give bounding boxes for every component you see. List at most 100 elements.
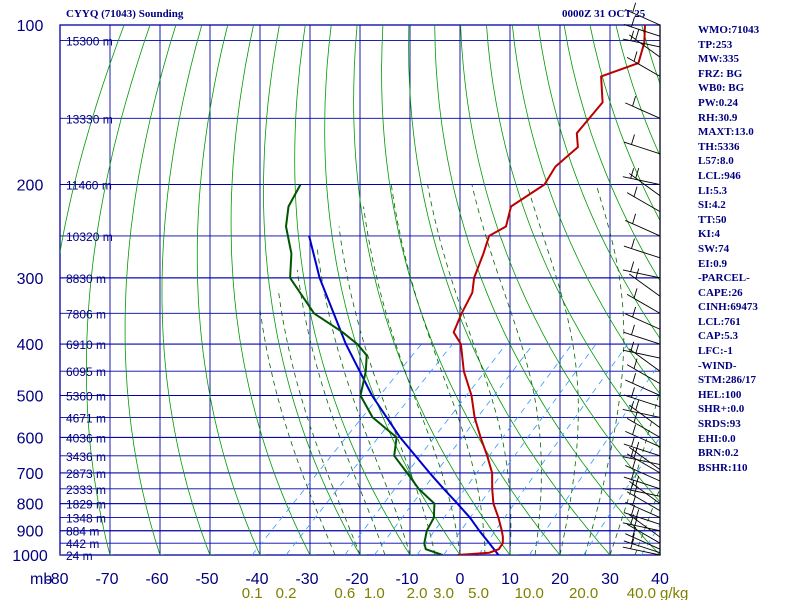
moist-adiabat bbox=[526, 184, 579, 555]
index-item: BSHR:110 bbox=[698, 461, 748, 474]
wind-barb-feather bbox=[633, 51, 638, 62]
wind-barb bbox=[623, 245, 661, 259]
index-item: SHR+:0.0 bbox=[698, 403, 745, 416]
wind-barb-feather bbox=[635, 168, 640, 179]
index-item: SI:4.2 bbox=[698, 199, 726, 212]
temperature-tick-label: 0 bbox=[456, 571, 465, 588]
wind-barb-feather bbox=[633, 412, 638, 423]
wind-barb bbox=[622, 38, 661, 48]
moist-adiabat bbox=[277, 289, 361, 555]
wind-barbs bbox=[622, 2, 661, 556]
temperature-tick-label: 40 bbox=[651, 571, 669, 588]
dewpoint-trace bbox=[285, 184, 443, 555]
height-label: 5360 m bbox=[66, 389, 106, 403]
wind-barb bbox=[623, 394, 661, 408]
wind-barb bbox=[622, 349, 661, 359]
temperature-tick-label: -10 bbox=[395, 571, 418, 588]
wind-barb-feather bbox=[631, 387, 635, 398]
pressure-tick-label: 800 bbox=[17, 497, 44, 514]
wind-barb bbox=[625, 313, 661, 330]
dry-adiabat bbox=[511, 25, 660, 395]
height-label: 3436 m bbox=[66, 450, 106, 464]
dry-adiabat bbox=[537, 25, 660, 340]
wind-barb-feather bbox=[630, 168, 635, 179]
temperature-tick-label: 30 bbox=[601, 571, 619, 588]
wind-barb bbox=[623, 476, 661, 490]
wind-barb-feather bbox=[631, 533, 635, 544]
moist-adiabat bbox=[363, 206, 461, 555]
dry-adiabat bbox=[60, 25, 125, 555]
mixing-ratio-line bbox=[478, 343, 629, 555]
wind-barb bbox=[626, 192, 661, 213]
index-item: LI:5.3 bbox=[698, 184, 728, 197]
dry-adiabat bbox=[294, 25, 418, 555]
wind-barb bbox=[626, 293, 661, 314]
dry-adiabat bbox=[563, 25, 660, 282]
dry-adiabat bbox=[408, 25, 621, 555]
wind-barb-feather bbox=[631, 469, 635, 480]
temperature-tick-label: -80 bbox=[45, 571, 68, 588]
mixing-ratio-label: 0.1 bbox=[242, 585, 263, 600]
mixing-ratio-label: 10.0 bbox=[515, 585, 544, 600]
wind-barb-feather bbox=[631, 504, 635, 516]
wind-barb bbox=[628, 34, 661, 58]
wind-barb-feather bbox=[631, 134, 635, 145]
wind-barb bbox=[628, 273, 661, 297]
index-item: TT:50 bbox=[698, 213, 727, 226]
wind-barb bbox=[623, 141, 661, 155]
dry-adiabat bbox=[434, 25, 660, 555]
wind-barb bbox=[622, 409, 661, 418]
wind-barb bbox=[623, 540, 661, 554]
dry-adiabat bbox=[230, 25, 316, 555]
wind-barb-feather bbox=[632, 495, 637, 506]
mixing-ratio-label: 40.0 bbox=[627, 585, 656, 600]
moist-adiabat bbox=[584, 184, 625, 555]
wind-barb bbox=[626, 418, 661, 438]
index-item: -WIND- bbox=[698, 359, 737, 372]
index-item: MAXT:13.0 bbox=[698, 126, 754, 139]
wind-barb-feather bbox=[631, 436, 635, 447]
wind-barb-feather bbox=[630, 514, 635, 525]
index-item: FRZ: BG bbox=[698, 67, 743, 80]
dry-adiabat bbox=[381, 25, 570, 555]
pressure-tick-label: 200 bbox=[17, 178, 44, 195]
index-item: WMO:71043 bbox=[698, 24, 760, 36]
height-label: 7806 m bbox=[66, 307, 106, 321]
wind-barb-feather bbox=[632, 373, 637, 384]
index-item: MW:335 bbox=[698, 53, 739, 66]
wind-barb-feather bbox=[633, 288, 638, 299]
index-item: STM:286/17 bbox=[698, 374, 757, 387]
index-item: -PARCEL- bbox=[698, 272, 750, 285]
height-label: 2333 m bbox=[66, 483, 106, 497]
wind-barb-feather bbox=[635, 509, 640, 520]
index-item: CAPE:26 bbox=[698, 286, 743, 299]
wind-barb-feather bbox=[630, 30, 635, 41]
wind-barb-feather bbox=[632, 213, 637, 224]
dry-adiabat bbox=[124, 25, 177, 555]
height-label: 884 m bbox=[66, 525, 99, 539]
wind-barb bbox=[625, 379, 661, 396]
wind-barb bbox=[622, 269, 661, 279]
pressure-unit-label: mb bbox=[30, 571, 52, 588]
wind-barb bbox=[622, 176, 661, 185]
wind-barb bbox=[626, 523, 661, 544]
wind-barb bbox=[628, 480, 661, 505]
pressure-tick-label: 300 bbox=[17, 271, 44, 288]
mixing-ratio-label: 2.0 bbox=[407, 585, 428, 600]
mixing-ratio-unit: g/kg bbox=[660, 585, 688, 600]
moist-adiabat bbox=[338, 226, 436, 555]
height-label: 8830 m bbox=[66, 272, 106, 286]
wind-barb bbox=[628, 514, 661, 538]
height-label: 4036 m bbox=[66, 431, 106, 445]
height-label: 4671 m bbox=[66, 411, 106, 425]
wind-barb bbox=[628, 173, 661, 197]
mixing-ratio-label: 0.6 bbox=[334, 585, 355, 600]
index-item: EI:0.9 bbox=[698, 257, 728, 270]
wind-barb bbox=[625, 9, 661, 26]
index-item: HEL:100 bbox=[698, 388, 742, 401]
temperature-tick-label: -20 bbox=[345, 571, 368, 588]
index-item: TP:253 bbox=[698, 38, 733, 51]
moist-adiabat bbox=[296, 270, 386, 555]
sounding-profiles bbox=[285, 25, 646, 555]
